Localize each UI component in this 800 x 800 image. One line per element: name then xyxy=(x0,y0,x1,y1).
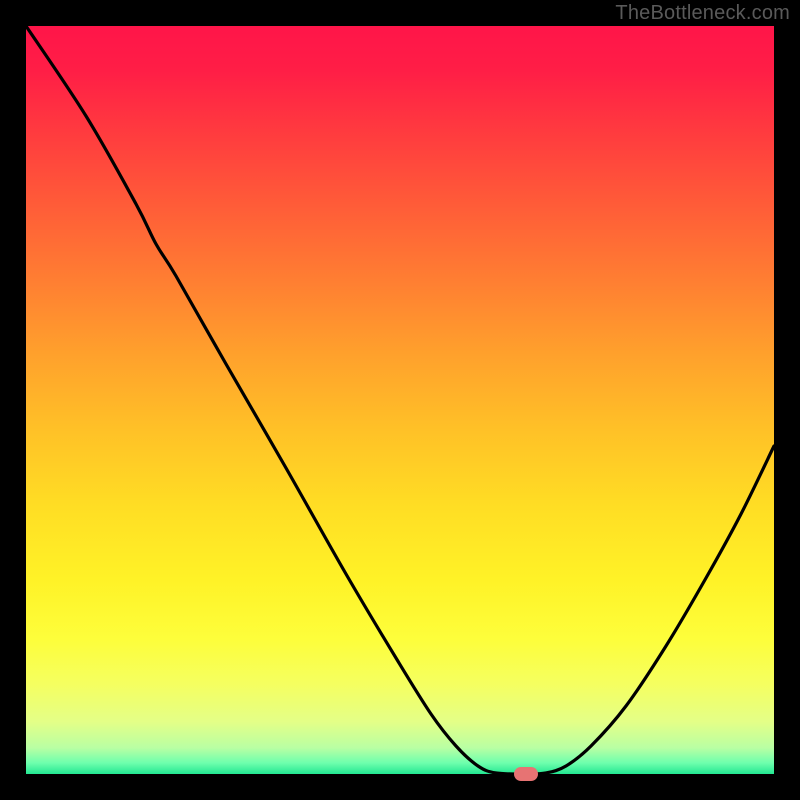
optimal-point-marker xyxy=(514,767,538,781)
plot-area xyxy=(26,26,774,774)
plot-svg xyxy=(26,26,774,774)
chart-frame: TheBottleneck.com xyxy=(0,0,800,800)
attribution-label: TheBottleneck.com xyxy=(615,2,790,25)
